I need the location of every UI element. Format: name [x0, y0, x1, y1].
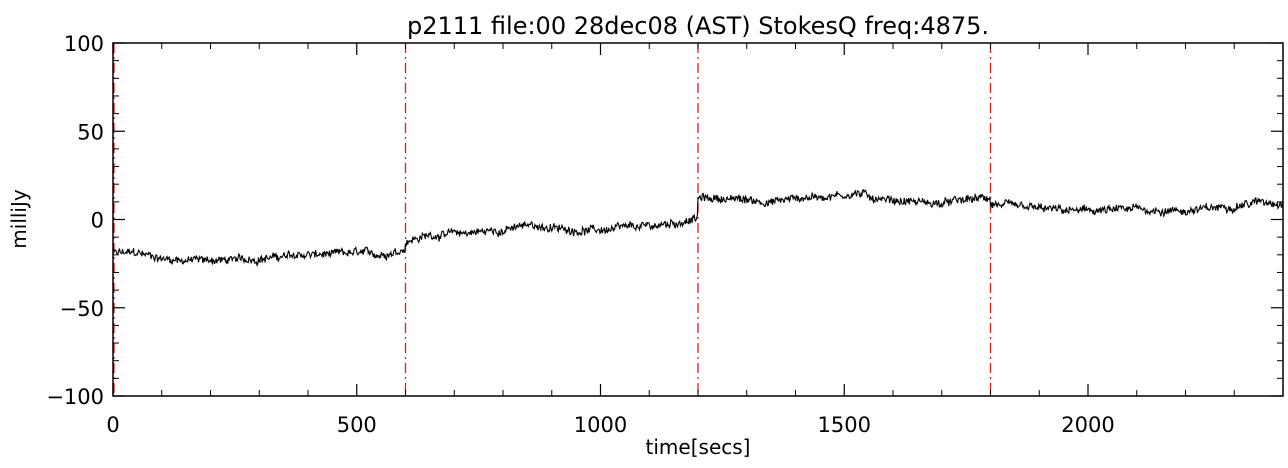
x-tick-label: 0 — [106, 413, 119, 437]
x-tick-label: 2000 — [1061, 413, 1114, 437]
axis-ticks — [112, 42, 1284, 397]
series-line — [112, 188, 1284, 267]
x-tick-label: 1000 — [574, 413, 627, 437]
tick-labels: 0 500 1000 1500 2000 −100 −50 0 50 100 — [46, 32, 1114, 437]
y-tick-label: 50 — [77, 120, 104, 144]
y-tick-label: 100 — [64, 32, 104, 56]
x-tick-label: 500 — [337, 413, 377, 437]
chart-title: p2111 file:00 28dec08 (AST) StokesQ freq… — [407, 12, 989, 40]
y-tick-label: −100 — [46, 385, 104, 409]
vertical-markers — [113, 43, 992, 396]
y-tick-label: 0 — [91, 209, 104, 233]
x-axis-label: time[secs] — [646, 435, 751, 459]
y-tick-label: −50 — [60, 297, 104, 321]
x-tick-label: 1500 — [818, 413, 871, 437]
y-axis-label: milliJy — [7, 189, 31, 249]
series-group — [112, 188, 1284, 267]
